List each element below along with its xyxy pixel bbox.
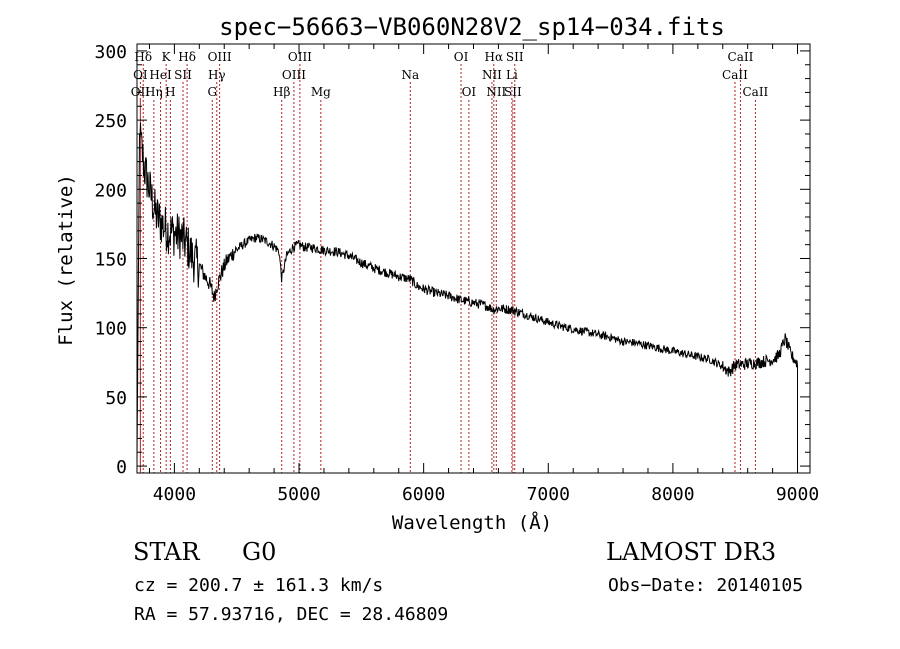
y-tick-label: 200 (94, 180, 127, 201)
chart-title: spec−56663−VB060N28V2_sp14−034.fits (219, 13, 725, 41)
spectrum-line (136, 122, 798, 467)
y-axis: 0 50 100 150 200 250 300 (94, 42, 810, 478)
line-marker-label: OIII (208, 50, 232, 64)
line-marker-label: H (165, 85, 175, 99)
line-marker-label: Hγ (208, 68, 226, 82)
object-subclass: G0 (242, 538, 276, 566)
line-marker-label: HeI (149, 68, 172, 82)
line-marker-label: Li (506, 68, 518, 82)
line-marker-label: Hδ (134, 50, 152, 64)
x-tick-label: 4000 (153, 484, 196, 505)
line-marker-label: OI (462, 85, 477, 99)
line-marker-label: CaII (742, 85, 768, 99)
x-axis-label: Wavelength (Å) (392, 511, 552, 534)
line-marker-label: OIII (288, 50, 312, 64)
line-marker-label: Na (401, 68, 419, 82)
x-tick-label: 6000 (402, 484, 445, 505)
x-tick-label: 8000 (651, 484, 694, 505)
x-axis: 4000 5000 6000 7000 8000 9000 (148, 44, 819, 505)
y-axis-label: Flux (relative) (55, 174, 77, 346)
line-marker-label: Hη (145, 85, 163, 99)
y-tick-label: 50 (105, 388, 127, 409)
y-tick-label: 150 (94, 250, 127, 271)
plot-frame (136, 43, 811, 474)
line-marker-label: Hα (485, 50, 504, 64)
line-marker-label: G (207, 85, 217, 99)
line-marker-label: Hβ (273, 85, 290, 99)
x-tick-label: 9000 (776, 484, 819, 505)
survey-name: LAMOST DR3 (606, 538, 776, 566)
line-marker-label: SII (174, 68, 192, 82)
line-marker-label: CaII (722, 68, 748, 82)
x-tick-label: 7000 (527, 484, 570, 505)
line-marker-label: OIII (282, 68, 306, 82)
line-marker-label: SII (504, 85, 522, 99)
line-marker-label: CaII (728, 50, 754, 64)
redshift-velocity: cz = 200.7 ± 161.3 km/s (134, 575, 383, 596)
x-tick-label: 5000 (277, 484, 320, 505)
y-tick-label: 300 (94, 42, 127, 63)
y-tick-label: 0 (116, 457, 127, 478)
coordinates: RA = 57.93716, DEC = 28.46809 (134, 604, 448, 625)
line-marker-label: OI (133, 68, 148, 82)
line-marker-label: K (162, 50, 172, 64)
line-marker-label: Hδ (178, 50, 196, 64)
line-marker-group (139, 64, 756, 473)
y-tick-label: 250 (94, 111, 127, 132)
y-tick-label: 100 (94, 319, 127, 340)
line-marker-label: NII (486, 85, 506, 99)
observation-date: Obs−Date: 20140105 (608, 575, 803, 596)
line-marker-label: NII (482, 68, 502, 82)
line-marker-label: Mg (311, 85, 331, 99)
line-marker-label: SII (506, 50, 524, 64)
object-class: STAR (133, 538, 200, 566)
line-marker-label: OI (454, 50, 469, 64)
